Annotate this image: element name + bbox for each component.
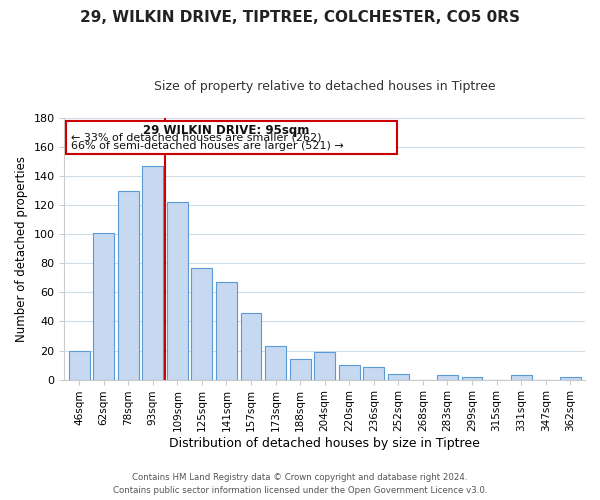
Bar [118, 190, 139, 380]
Text: 66% of semi-detached houses are larger (521) →: 66% of semi-detached houses are larger (… [71, 141, 343, 151]
Bar [216, 282, 237, 380]
Bar [388, 374, 409, 380]
Text: Contains HM Land Registry data © Crown copyright and database right 2024.
Contai: Contains HM Land Registry data © Crown c… [113, 474, 487, 495]
Bar [241, 312, 262, 380]
Bar [437, 375, 458, 380]
Bar [167, 202, 188, 380]
Y-axis label: Number of detached properties: Number of detached properties [15, 156, 28, 342]
Bar [461, 376, 482, 380]
Bar [265, 346, 286, 380]
FancyBboxPatch shape [65, 120, 397, 154]
Text: 29 WILKIN DRIVE: 95sqm: 29 WILKIN DRIVE: 95sqm [143, 124, 310, 136]
Bar [142, 166, 163, 380]
Bar [69, 350, 89, 380]
Bar [191, 268, 212, 380]
Bar [560, 376, 581, 380]
X-axis label: Distribution of detached houses by size in Tiptree: Distribution of detached houses by size … [169, 437, 480, 450]
Bar [339, 365, 359, 380]
Bar [364, 366, 384, 380]
Text: 29, WILKIN DRIVE, TIPTREE, COLCHESTER, CO5 0RS: 29, WILKIN DRIVE, TIPTREE, COLCHESTER, C… [80, 10, 520, 25]
Bar [511, 375, 532, 380]
Bar [290, 359, 311, 380]
Text: ← 33% of detached houses are smaller (262): ← 33% of detached houses are smaller (26… [71, 132, 321, 142]
Bar [314, 352, 335, 380]
Title: Size of property relative to detached houses in Tiptree: Size of property relative to detached ho… [154, 80, 496, 93]
Bar [93, 232, 114, 380]
